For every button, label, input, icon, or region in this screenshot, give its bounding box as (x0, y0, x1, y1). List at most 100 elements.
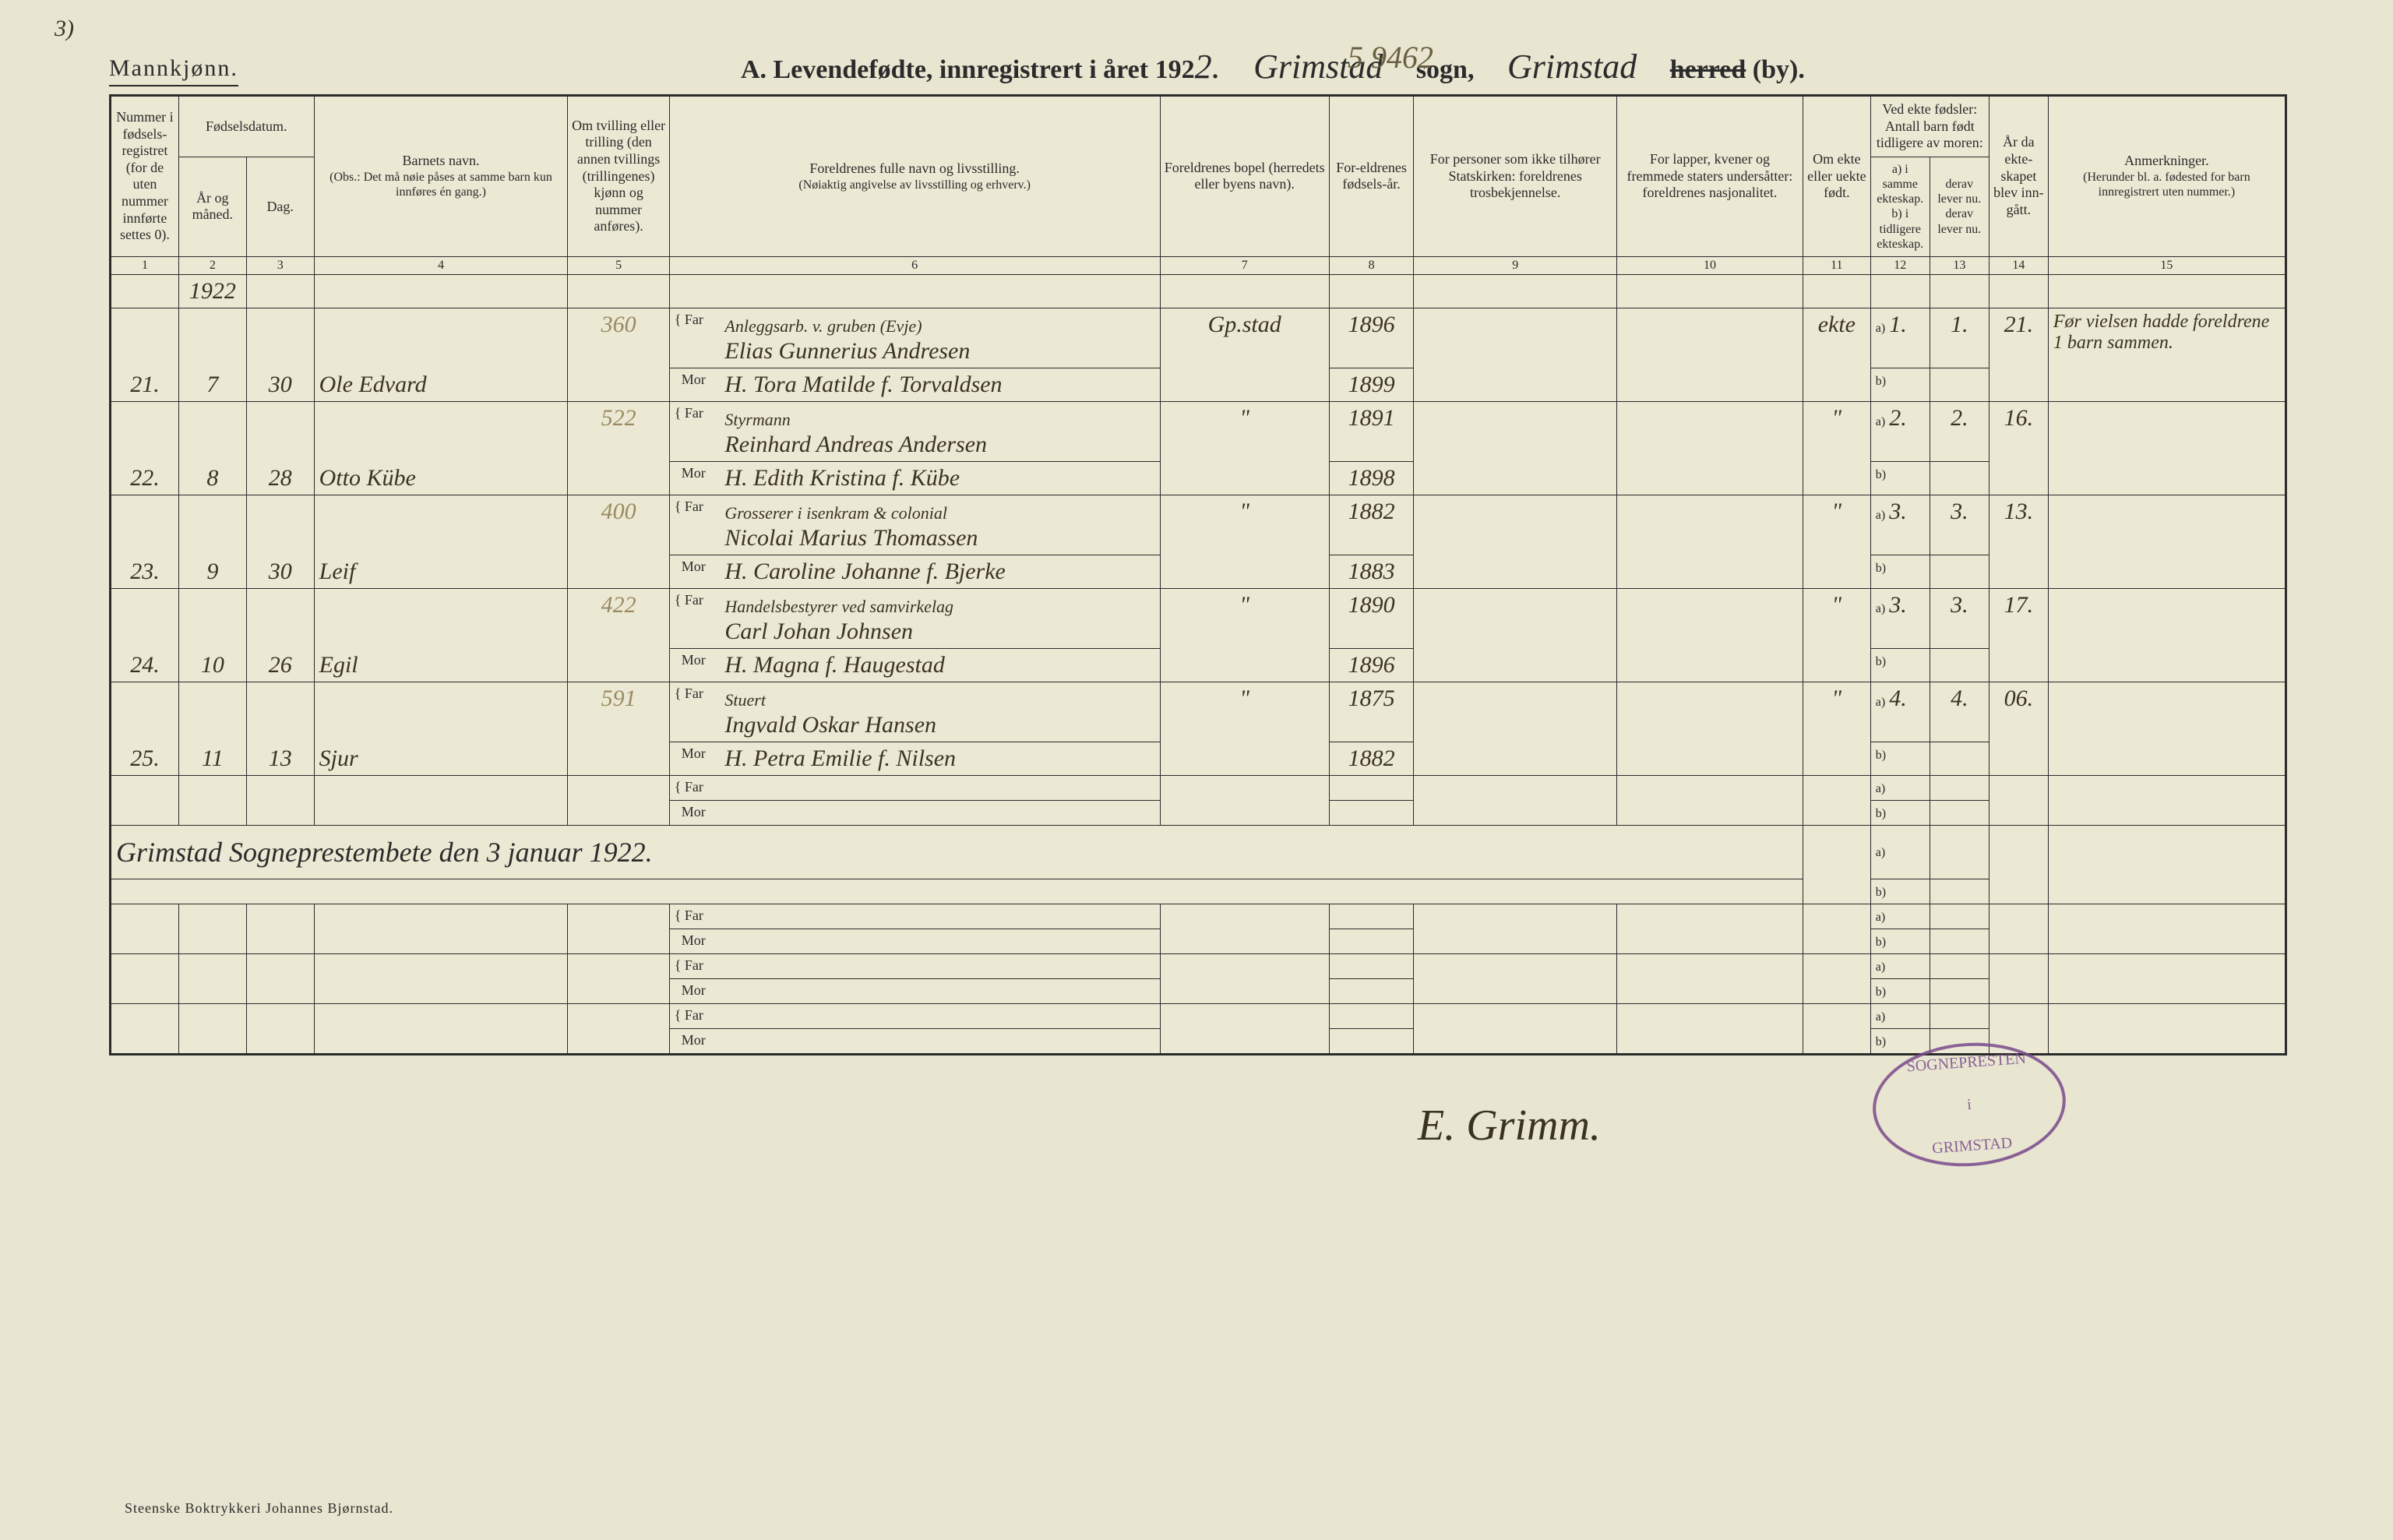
mother-birth-year: 1896 (1329, 648, 1414, 682)
child-name: Ole Edvard (314, 308, 568, 401)
year-cell: 1922 (178, 274, 246, 308)
blank (1989, 904, 2048, 953)
corner-note: 3) (55, 16, 74, 42)
ledger-table: Nummer i fødsels-registret (for de uten … (111, 96, 2286, 1054)
colnum: 8 (1329, 256, 1414, 274)
cell (1989, 274, 2048, 308)
blank (1329, 1003, 1414, 1028)
nationality (1617, 682, 1803, 775)
col12b-blank: b) (1870, 929, 1930, 953)
mor-label: Mor (669, 1028, 720, 1053)
colnum: 2 (178, 256, 246, 274)
blank (314, 775, 568, 825)
mother-birth-year: 1882 (1329, 742, 1414, 775)
marriage-year: 13. (1989, 495, 2048, 588)
blank (720, 904, 1160, 929)
col-5-header: Om tvilling eller trilling (den annen tv… (568, 97, 669, 257)
blank (1329, 775, 1414, 800)
mother-birth-year: 1883 (1329, 555, 1414, 588)
mor-label: Mor (669, 555, 720, 588)
blank-row-far: { Far a) (111, 904, 2286, 929)
col-6-top: Foreldrenes fulle navn og livsstilling. (673, 160, 1157, 178)
child-name: Otto Kübe (314, 401, 568, 495)
col-12a-header: a) i samme ekteskap. b) i tidligere ekte… (1870, 157, 1930, 256)
father-name: StyrmannReinhard Andreas Andersen (720, 401, 1160, 461)
child-name: Sjur (314, 682, 568, 775)
confession (1414, 588, 1617, 682)
cell (1870, 274, 1930, 308)
far-label: { Far (669, 588, 720, 648)
col12a-blank: a) (1870, 825, 1930, 879)
col12b: b) (1870, 461, 1930, 495)
blank (1930, 904, 1989, 929)
stamp-mid: i (1966, 1095, 1972, 1113)
col-4-top: Barnets navn. (318, 153, 565, 170)
title-strip: Mannkjønn. A. Levendefødte, innregistrer… (109, 47, 2284, 86)
entry-month: 9 (178, 495, 246, 588)
col-12a-sub: derav lever nu. (1933, 177, 1986, 206)
ledger-table-wrap: Nummer i fødsels-registret (for de uten … (109, 94, 2287, 1055)
father-birth-year: 1891 (1329, 401, 1414, 461)
gender-label: Mannkjønn. (109, 55, 238, 86)
marriage-year: 16. (1989, 401, 2048, 495)
col13a: 4. (1930, 682, 1989, 742)
remarks (2048, 401, 2285, 495)
col12a: a) 3. (1870, 495, 1930, 555)
child-name: Leif (314, 495, 568, 588)
mor-label: Mor (669, 929, 720, 953)
col12b: b) (1870, 742, 1930, 775)
col-13-header: derav lever nu. derav lever nu. (1930, 157, 1989, 256)
entry-month: 8 (178, 401, 246, 495)
colnum: 15 (2048, 256, 2285, 274)
mor-label: Mor (669, 368, 720, 401)
blank (720, 953, 1160, 978)
col-12b-top: b) i tidligere ekteskap. (1874, 206, 1926, 252)
blank (1329, 953, 1414, 978)
col-15-sub: (Herunder bl. a. fødested for barn innre… (2052, 170, 2282, 199)
year-row: 1922 (111, 274, 2286, 308)
child-name: Egil (314, 588, 568, 682)
col13a: 1. (1930, 308, 1989, 368)
mor-label: Mor (669, 742, 720, 775)
nationality (1617, 495, 1803, 588)
entry-day: 26 (246, 588, 314, 682)
blank (1617, 904, 1803, 953)
entry-day: 30 (246, 495, 314, 588)
col12b: b) (1870, 648, 1930, 682)
blank-row-far: { Far a) (111, 1003, 2286, 1028)
mor-label: Mor (669, 461, 720, 495)
blank (111, 1003, 179, 1053)
entry-row-far: 21. 7 30 Ole Edvard 360 { Far Anleggsarb… (111, 308, 2286, 368)
blank (178, 775, 246, 825)
col13b (1930, 555, 1989, 588)
cell (568, 274, 669, 308)
mor-label: Mor (669, 978, 720, 1003)
cell (246, 274, 314, 308)
cell (314, 274, 568, 308)
col12b-blank: b) (1870, 800, 1930, 825)
blank (1329, 1028, 1414, 1053)
col12b-blank: b) (1870, 879, 1930, 904)
blank (1329, 800, 1414, 825)
remarks (2048, 495, 2285, 588)
col-9-header: For personer som ikke tilhører Statskirk… (1414, 97, 1617, 257)
col-7-header: Foreldrenes bopel (herredets eller byens… (1160, 97, 1329, 257)
blank-row-far: { Far a) (111, 775, 2286, 800)
blank (1930, 978, 1989, 1003)
blank (2048, 825, 2285, 904)
blank (720, 1028, 1160, 1053)
blank (111, 904, 179, 953)
blank (111, 879, 1803, 904)
entry-number: 21. (111, 308, 179, 401)
district-name: Grimstad (1507, 48, 1637, 86)
confession (1414, 308, 1617, 401)
col-4-sub: (Obs.: Det må nøie påses at samme barn k… (318, 170, 565, 199)
far-label: { Far (669, 682, 720, 742)
title-prefix: A. Levendefødte, innregistrert i året 19… (741, 55, 1195, 84)
col12b-blank: b) (1870, 1028, 1930, 1053)
col12a-blank: a) (1870, 775, 1930, 800)
blank (1329, 929, 1414, 953)
blank (1930, 825, 1989, 879)
entry-number: 25. (111, 682, 179, 775)
father-birth-year: 1875 (1329, 682, 1414, 742)
